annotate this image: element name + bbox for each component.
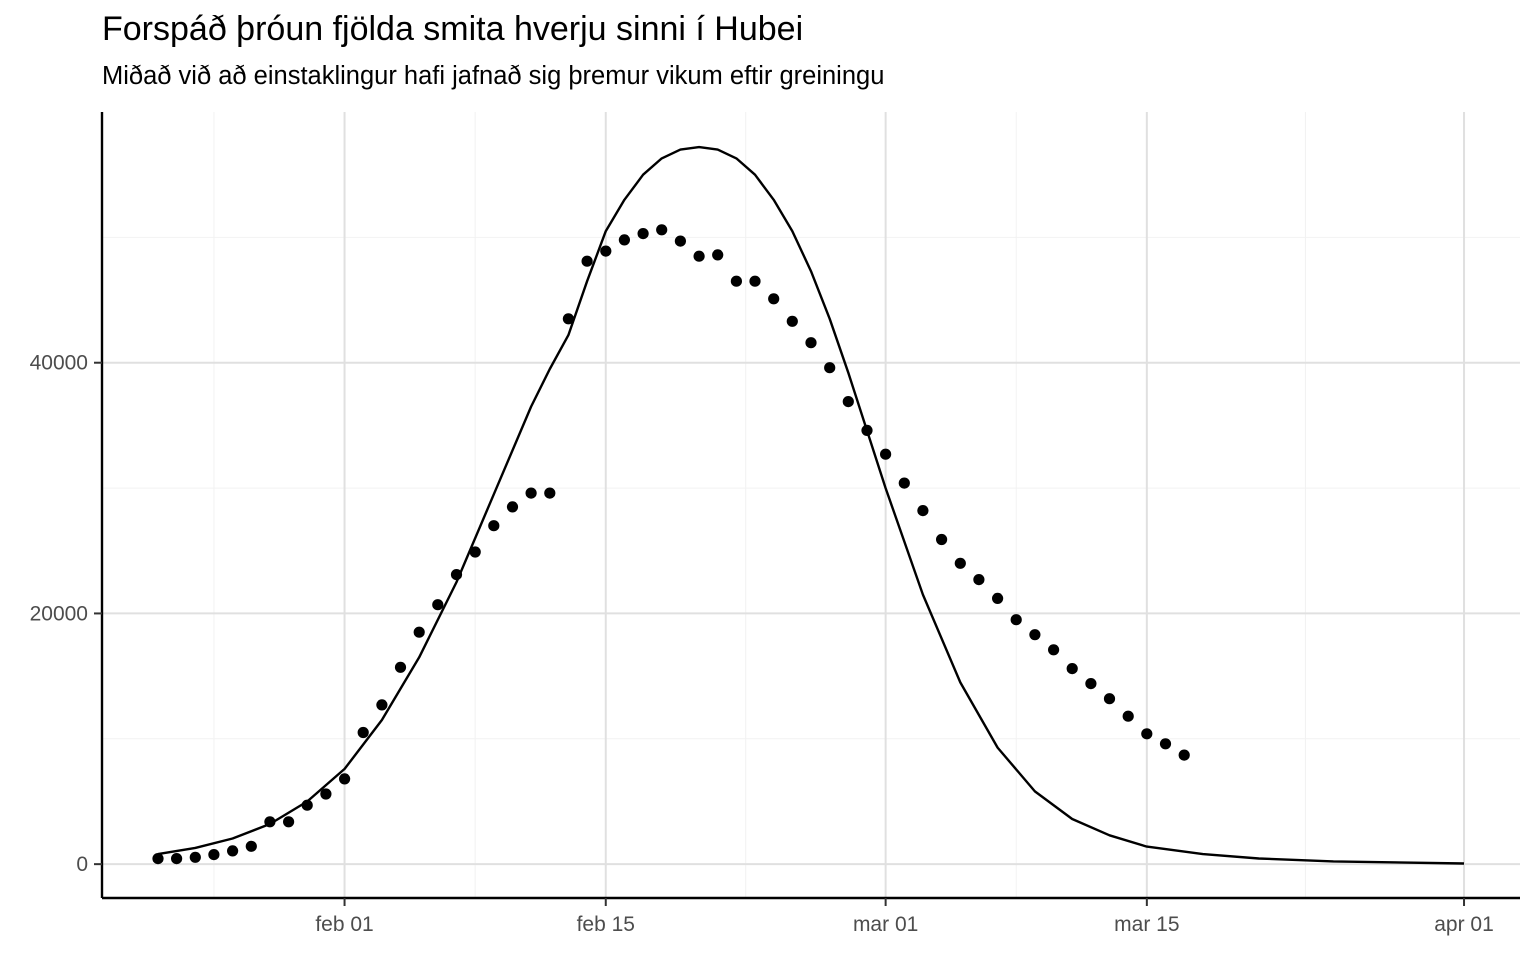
major-gridlines <box>102 112 1520 898</box>
data-point <box>1048 644 1060 656</box>
data-point <box>320 788 332 800</box>
data-point <box>152 853 164 865</box>
data-point <box>413 626 425 638</box>
data-point <box>1066 663 1078 675</box>
data-point <box>581 255 593 267</box>
data-point <box>954 557 966 569</box>
data-point <box>1085 678 1097 690</box>
data-point <box>693 250 705 262</box>
x-tick-label: feb 01 <box>315 913 373 936</box>
data-point <box>842 396 854 408</box>
data-point <box>357 726 369 739</box>
data-point <box>637 228 649 240</box>
data-point <box>469 546 481 558</box>
data-point <box>898 477 910 489</box>
axes <box>94 112 1520 906</box>
data-point <box>488 520 500 532</box>
x-tick-label: apr 01 <box>1434 913 1494 936</box>
data-point <box>544 487 556 499</box>
data-point <box>1159 738 1172 750</box>
data-point <box>394 661 407 673</box>
data-point <box>339 773 351 785</box>
tick-labels: feb 01 feb 15 mar 01 mar 15 apr 01 0 20000 4000… <box>30 352 1494 936</box>
x-tick-label: mar 15 <box>1114 913 1179 936</box>
data-point <box>301 799 313 811</box>
data-point <box>376 699 388 711</box>
data-point <box>1178 749 1190 761</box>
chart-subtitle: Miðað við að einstaklingur hafi jafnað s… <box>102 62 885 90</box>
y-tick-label: 20000 <box>30 602 88 625</box>
y-tick-label: 0 <box>76 853 88 876</box>
data-point <box>768 293 780 305</box>
data-point <box>917 505 929 517</box>
data-point <box>730 275 743 287</box>
data-point <box>525 487 537 499</box>
data-point <box>786 315 798 327</box>
data-point <box>656 224 668 236</box>
x-tick-label: feb 15 <box>577 913 635 936</box>
data-point <box>562 313 575 325</box>
data-point <box>992 592 1004 605</box>
data-point <box>749 275 761 287</box>
data-point <box>1122 710 1134 722</box>
data-point <box>450 569 463 581</box>
x-tick-label: mar 01 <box>853 913 918 936</box>
chart-title: Forspáð þróun fjölda smita hverju sinni … <box>102 10 804 48</box>
minor-gridlines <box>102 112 1520 898</box>
data-point <box>600 245 612 257</box>
data-point <box>283 816 295 828</box>
data-point <box>1010 614 1022 626</box>
data-point <box>805 337 817 349</box>
data-point <box>227 845 239 857</box>
y-tick-label: 40000 <box>30 352 88 375</box>
data-point <box>973 574 985 586</box>
data-point <box>674 235 687 247</box>
data-point <box>824 362 836 374</box>
data-point <box>1141 728 1153 740</box>
data-point <box>1029 629 1041 641</box>
data-point <box>245 840 257 852</box>
data-point <box>712 249 724 261</box>
series-layer <box>152 145 1465 865</box>
data-point <box>861 424 873 436</box>
data-point <box>880 448 892 460</box>
projection-line <box>157 145 1465 865</box>
data-point <box>1103 693 1116 705</box>
data-point <box>432 599 444 611</box>
data-point <box>208 849 220 861</box>
data-point <box>506 501 519 513</box>
data-point <box>936 533 948 546</box>
data-point <box>189 851 201 863</box>
data-point <box>618 234 631 246</box>
data-point <box>264 816 276 828</box>
data-point <box>171 853 183 865</box>
